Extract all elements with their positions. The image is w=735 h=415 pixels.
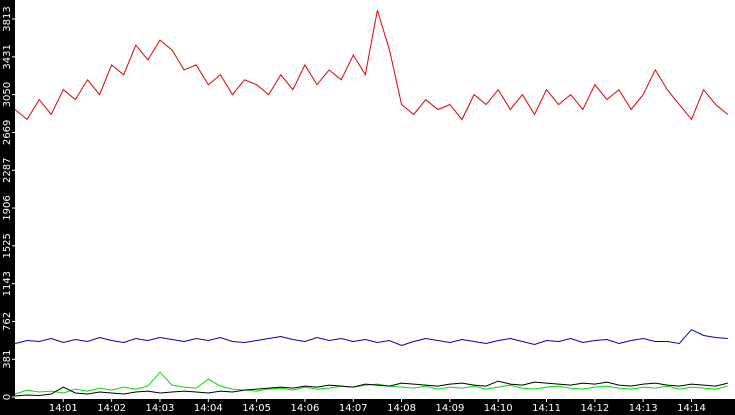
y-tick-label: 1906: [2, 195, 13, 220]
y-tick-label: 2287: [2, 158, 13, 183]
x-tick-label: 14:12: [580, 403, 609, 414]
y-tick-label: 3813: [2, 6, 13, 31]
x-tick-label: 14:03: [146, 403, 175, 414]
plot-area: [14, 10, 729, 397]
y-tick-label: 0: [2, 394, 13, 400]
x-tick-label: 14:13: [629, 403, 658, 414]
y-axis-bar: [0, 0, 15, 415]
y-tick-label: 3431: [2, 44, 13, 69]
y-tick-label: 3050: [2, 82, 13, 107]
x-tick-label: 14:10: [484, 403, 513, 414]
y-tick-label: 2669: [2, 120, 13, 145]
series-line: [14, 380, 728, 397]
x-axis-bar: [0, 399, 735, 415]
y-tick-label: 762: [2, 312, 13, 331]
x-tick-label: 14:07: [339, 403, 368, 414]
x-tick-label: 14:11: [532, 403, 561, 414]
x-tick-label: 14:08: [387, 403, 416, 414]
axes: 0 381 762 1143 1525 1906 2287 2669 3050 3431 3813 1…: [2, 6, 706, 414]
x-tick-label: 14:09: [435, 403, 464, 414]
x-tick-label: 14:04: [194, 403, 223, 414]
series-line: [14, 328, 728, 347]
y-tick-label: 1525: [2, 233, 13, 258]
x-tick-label: 14:14: [677, 403, 706, 414]
series-line: [14, 10, 729, 121]
x-tick-label: 14:02: [97, 403, 126, 414]
y-tick-label: 381: [2, 350, 13, 369]
x-tick-label: 14:01: [49, 403, 78, 414]
x-tick-label: 14:06: [291, 403, 320, 414]
x-tick-label: 14:05: [242, 403, 271, 414]
y-tick-label: 1143: [2, 271, 13, 296]
